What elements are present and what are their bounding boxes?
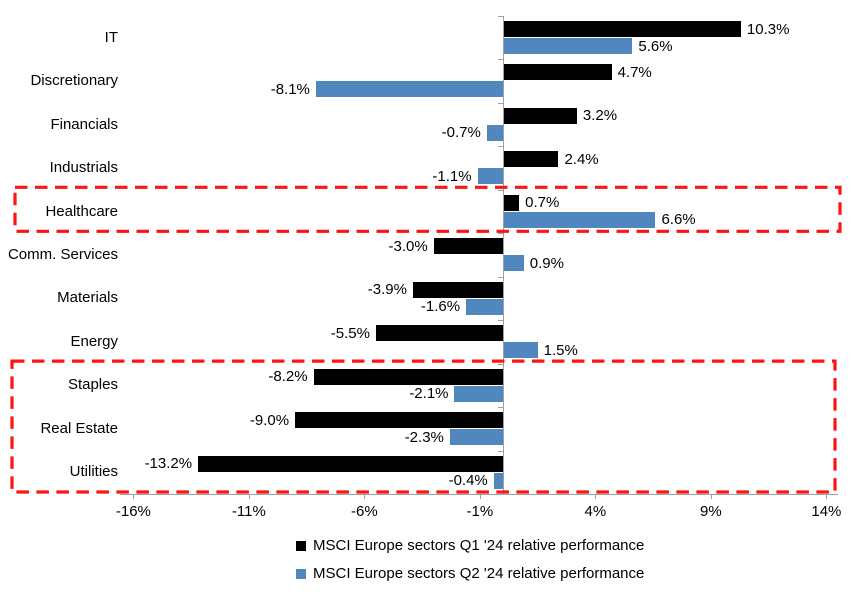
q1-bar-utilities	[198, 455, 503, 472]
q2-value-label-discretionary: -8.1%	[270, 80, 310, 98]
y-axis-tick	[498, 450, 503, 452]
q1-value-label-utilities: -13.2%	[144, 455, 193, 473]
q1-bar-discretionary	[503, 64, 612, 81]
category-label-utilities: Utilities	[69, 463, 118, 481]
x-axis-tick	[595, 494, 597, 499]
y-axis-tick	[498, 146, 503, 148]
x-tick-label-6: -6%	[351, 503, 378, 520]
q1-value-label-discretionary: 4.7%	[617, 63, 652, 81]
category-label-industrials: Industrials	[49, 159, 118, 177]
q1-value-label-industrials: 2.4%	[564, 150, 599, 168]
x-axis-tick	[479, 494, 481, 499]
q1-value-label-healthcare: 0.7%	[525, 194, 560, 212]
q2-value-label-industrials: -1.1%	[432, 167, 472, 185]
x-tick-label-9: 9%	[700, 503, 722, 520]
x-axis-tick	[826, 494, 828, 499]
q1-value-label-it: 10.3%	[746, 20, 790, 38]
y-axis-line	[503, 16, 504, 494]
q1-bar-energy	[375, 325, 503, 342]
x-tick-label-4: 4%	[584, 503, 607, 520]
category-label-real-estate: Real Estate	[40, 419, 118, 437]
x-axis-tick	[364, 494, 366, 499]
category-label-staples: Staples	[67, 376, 118, 394]
y-axis-tick	[498, 276, 503, 278]
q2-value-label-utilities: -0.4%	[448, 472, 488, 490]
category-label-financials: Financials	[50, 115, 118, 133]
q2-bar-materials	[466, 298, 503, 315]
q1-bar-it	[503, 21, 741, 37]
y-axis-tick	[498, 59, 503, 61]
x-axis-tick	[133, 494, 135, 499]
q2-bar-energy	[503, 342, 538, 359]
q1-bar-financials	[503, 107, 577, 124]
x-tick-label-1: -1%	[466, 503, 494, 520]
q2-value-label-healthcare: 6.6%	[661, 211, 696, 229]
x-tick-label-14: 14%	[811, 503, 842, 520]
q2-bar-real-estate	[449, 429, 503, 446]
q1-value-label-real-estate: -9.0%	[249, 411, 290, 429]
q2-value-label-energy: 1.5%	[543, 341, 578, 359]
q1-bar-healthcare	[503, 194, 520, 211]
q2-bar-utilities	[493, 472, 503, 489]
q1-value-label-energy: -5.5%	[330, 324, 370, 342]
q2-value-label-comm-services: 0.9%	[529, 254, 564, 272]
q2-value-label-real-estate: -2.3%	[404, 428, 444, 446]
q2-bar-healthcare	[503, 211, 656, 228]
q2-value-label-staples: -2.1%	[409, 385, 449, 403]
x-axis-tick	[710, 494, 712, 499]
category-label-discretionary: Discretionary	[30, 72, 118, 90]
y-axis-tick	[498, 233, 503, 235]
category-label-healthcare: Healthcare	[45, 202, 118, 220]
q1-bar-staples	[313, 368, 503, 385]
q2-value-label-materials: -1.6%	[420, 298, 461, 316]
y-axis-tick	[498, 407, 503, 409]
q1-value-label-materials: -3.9%	[367, 281, 407, 299]
q1-bar-comm-services	[433, 238, 503, 255]
y-axis-tick	[498, 189, 503, 191]
q1-value-label-financials: 3.2%	[582, 107, 618, 125]
y-axis-tick	[498, 102, 503, 104]
q1-bar-materials	[412, 281, 503, 298]
q1-bar-real-estate	[295, 412, 503, 429]
y-axis-tick	[498, 16, 503, 17]
q2-value-label-financials: -0.7%	[441, 124, 481, 142]
q2-bar-financials	[486, 124, 503, 141]
x-axis-line	[120, 494, 838, 495]
x-tick-label-11: -11%	[231, 503, 266, 520]
category-label-comm-services: Comm. Services	[7, 246, 118, 263]
category-label-it: IT	[104, 28, 118, 46]
q1-value-label-comm-services: -3.0%	[388, 237, 428, 255]
category-label-energy: Energy	[70, 332, 118, 350]
x-axis-tick	[248, 494, 250, 499]
q2-bar-industrials	[477, 168, 503, 185]
q1-bar-industrials	[503, 151, 559, 168]
x-tick-label-16: -16%	[115, 503, 151, 520]
y-axis-tick	[498, 320, 503, 322]
q1-value-label-staples: -8.2%	[268, 368, 308, 386]
q2-bar-discretionary	[315, 81, 503, 98]
y-axis-tick	[498, 363, 503, 365]
category-label-materials: Materials	[57, 289, 118, 307]
q2-value-label-it: 5.6%	[638, 37, 673, 55]
q2-bar-comm-services	[503, 255, 524, 272]
q2-bar-it	[503, 38, 633, 54]
q2-bar-staples	[454, 385, 503, 402]
